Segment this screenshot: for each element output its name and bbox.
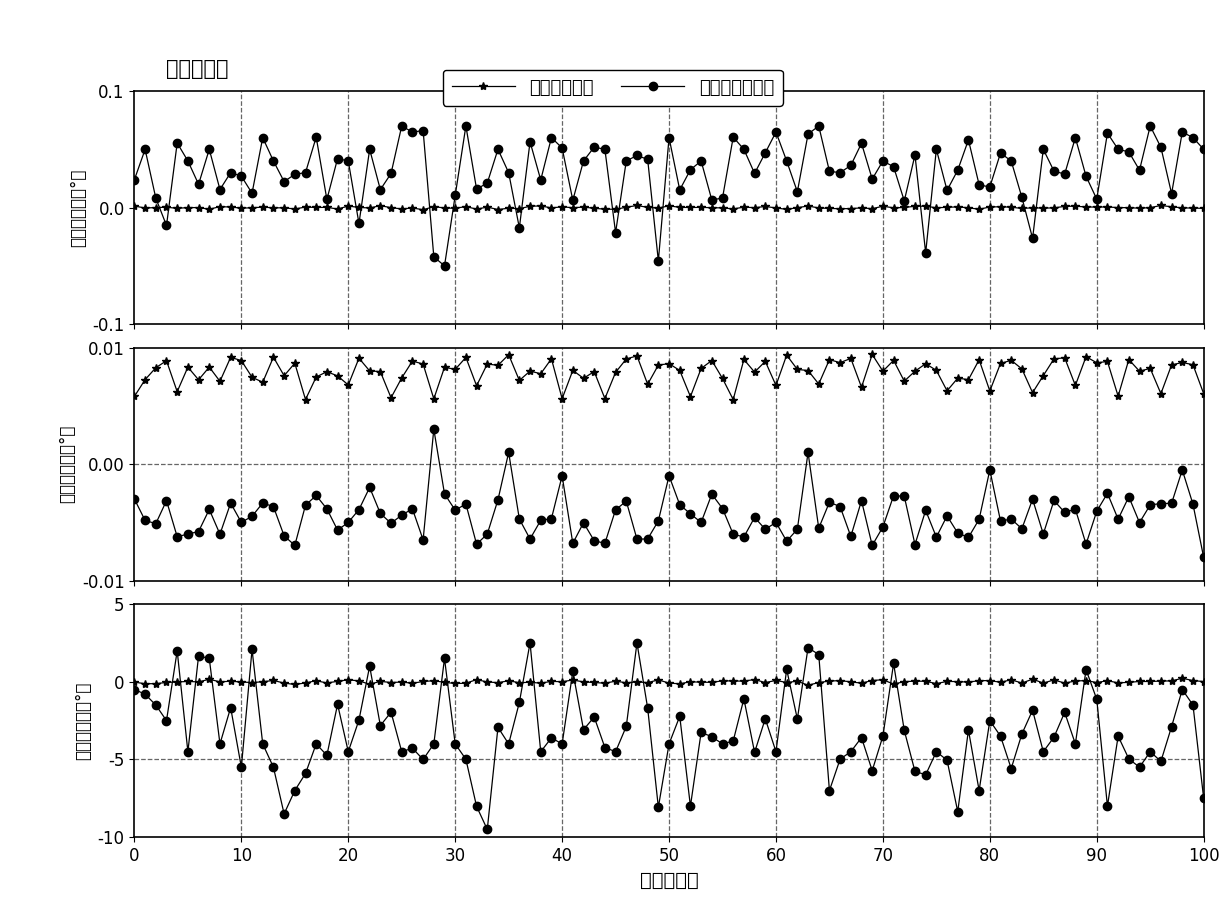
- 抗野值粗对准: [1196, 203, 1211, 214]
- Legend: 抗野值粗对准, 原最优化粗对准: 抗野值粗对准, 原最优化粗对准: [442, 70, 783, 106]
- 抗野值粗对准: [886, 202, 901, 213]
- X-axis label: 粗对准次序: 粗对准次序: [639, 871, 699, 889]
- 原最优化粗对准: [437, 260, 452, 271]
- 原最优化粗对准: [202, 144, 216, 155]
- 抗野值粗对准: [127, 200, 142, 211]
- Line: 抗野值粗对准: 抗野值粗对准: [131, 201, 1207, 214]
- 原最优化粗对准: [951, 165, 965, 176]
- 抗野值粗对准: [1154, 200, 1168, 211]
- 抗野值粗对准: [940, 202, 954, 213]
- 抗野值粗对准: [629, 200, 644, 211]
- Y-axis label: 航向误差角（°）: 航向误差角（°）: [75, 682, 92, 760]
- 原最优化粗对准: [897, 196, 912, 207]
- Y-axis label: 横摇角误差（°）: 横摇角误差（°）: [59, 425, 77, 503]
- 原最优化粗对准: [640, 154, 655, 165]
- 抗野值粗对准: [395, 204, 409, 215]
- Line: 原最优化粗对准: 原最优化粗对准: [131, 122, 1207, 270]
- 原最优化粗对准: [404, 126, 420, 137]
- 抗野值粗对准: [780, 204, 794, 215]
- 抗野值粗对准: [415, 204, 430, 215]
- 原最优化粗对准: [127, 174, 142, 185]
- Text: 姿态角误差: 姿态角误差: [166, 59, 229, 79]
- 抗野值粗对准: [202, 204, 216, 215]
- 原最优化粗对准: [791, 187, 805, 197]
- Y-axis label: 纵摇角误差（°）: 纵摇角误差（°）: [68, 168, 87, 247]
- 原最优化粗对准: [1196, 144, 1211, 155]
- 原最优化粗对准: [395, 120, 409, 131]
